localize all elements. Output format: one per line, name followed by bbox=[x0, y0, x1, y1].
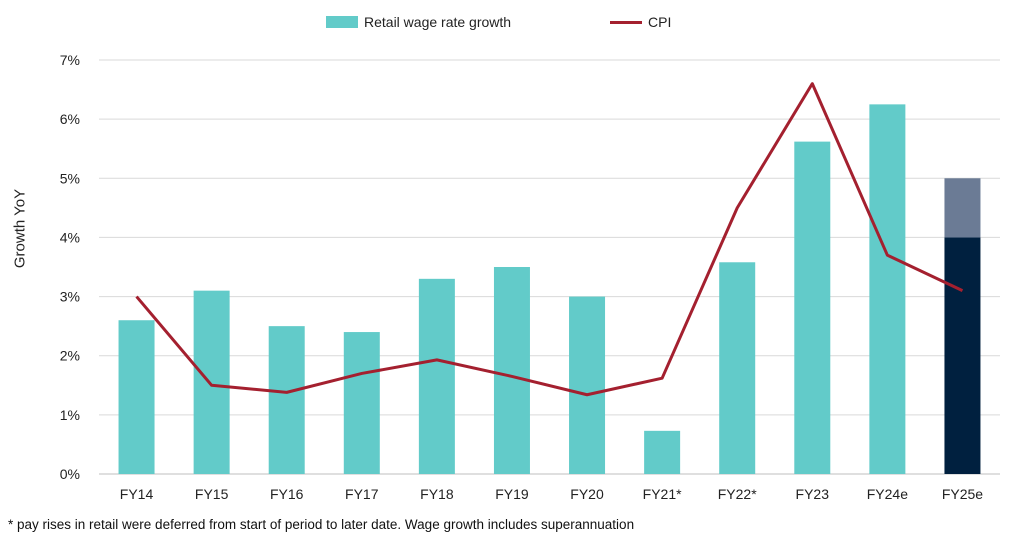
y-tick-label: 0% bbox=[60, 466, 80, 482]
x-tick-label: FY14 bbox=[120, 486, 154, 502]
x-tick-label: FY21* bbox=[643, 486, 682, 502]
x-tick-label: FY16 bbox=[270, 486, 304, 502]
x-tick-label: FY22* bbox=[718, 486, 757, 502]
x-tick-label: FY18 bbox=[420, 486, 454, 502]
legend-item-cpi: CPI bbox=[610, 14, 671, 30]
y-tick-label: 3% bbox=[60, 289, 80, 305]
legend: Retail wage rate growth CPI bbox=[0, 14, 1024, 38]
y-tick-label: 7% bbox=[60, 52, 80, 68]
x-tick-label: FY15 bbox=[195, 486, 229, 502]
x-tick-label: FY24e bbox=[867, 486, 908, 502]
y-axis-label: Growth YoY bbox=[11, 188, 29, 269]
footnote: * pay rises in retail were deferred from… bbox=[8, 517, 635, 532]
y-tick-label: 4% bbox=[60, 229, 80, 245]
legend-label-wage: Retail wage rate growth bbox=[364, 14, 512, 30]
x-tick-label: FY23 bbox=[796, 486, 830, 502]
bar bbox=[118, 320, 155, 474]
legend-label-cpi: CPI bbox=[648, 14, 672, 30]
legend-swatch-wage bbox=[326, 16, 358, 28]
y-tick-label: 5% bbox=[60, 170, 80, 186]
y-tick-label: 2% bbox=[60, 348, 80, 364]
bar bbox=[944, 237, 981, 474]
legend-swatch-cpi bbox=[610, 20, 642, 24]
x-tick-label: FY17 bbox=[345, 486, 379, 502]
bar bbox=[569, 296, 606, 474]
bar bbox=[193, 290, 230, 474]
bar bbox=[493, 267, 530, 474]
x-tick-label: FY19 bbox=[495, 486, 529, 502]
legend-item-wage: Retail wage rate growth bbox=[326, 14, 511, 30]
bar bbox=[268, 326, 305, 474]
bar bbox=[644, 430, 681, 474]
cpi-line bbox=[135, 82, 964, 397]
bar bbox=[343, 332, 380, 474]
bar bbox=[418, 278, 455, 474]
bar bbox=[869, 104, 906, 474]
y-tick-label: 1% bbox=[60, 407, 80, 423]
bar bbox=[794, 141, 831, 475]
bar-stack-top bbox=[944, 178, 981, 238]
x-tick-label: FY20 bbox=[570, 486, 604, 502]
bar bbox=[719, 262, 756, 474]
y-tick-label: 6% bbox=[60, 111, 80, 127]
x-tick-label: FY25e bbox=[942, 486, 983, 502]
